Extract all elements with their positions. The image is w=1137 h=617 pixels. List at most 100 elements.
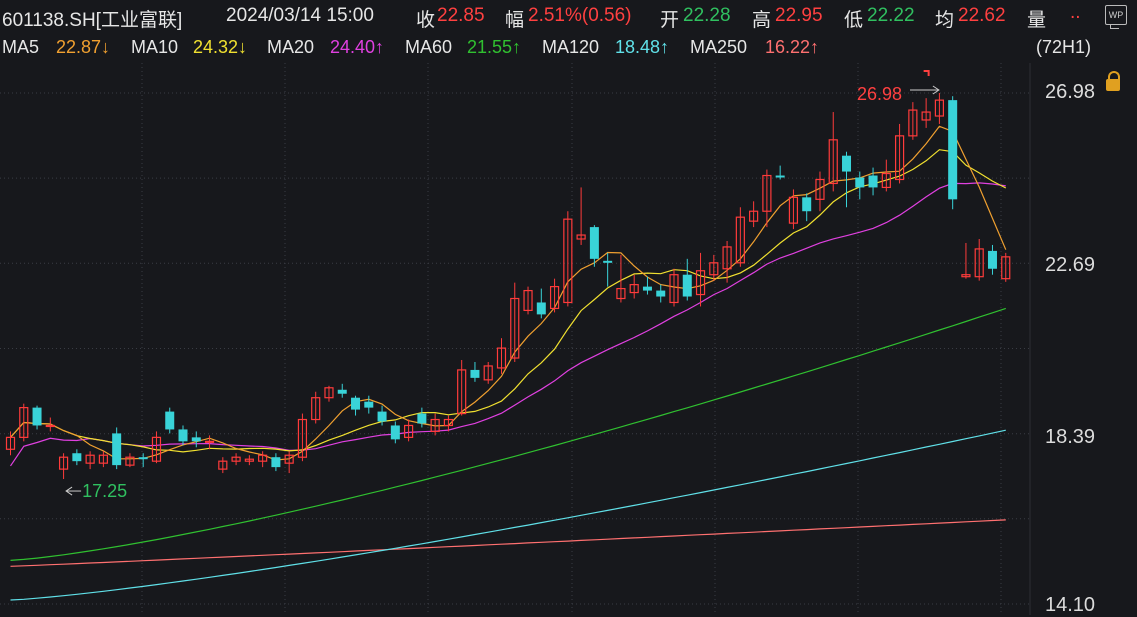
candle-up [258, 454, 268, 462]
candle-up [523, 289, 533, 312]
candle-down [802, 197, 812, 212]
candle-down [377, 411, 387, 422]
y-tick-label: 22.69 [1045, 254, 1096, 276]
avg-label: 均 [935, 10, 955, 31]
more-menu[interactable]: .. [1070, 2, 1081, 23]
candle-down [868, 175, 878, 188]
candle-up [709, 262, 719, 276]
wp-icon[interactable]: WP [1105, 5, 1127, 29]
low-label: 低 [844, 10, 864, 31]
candle-down [72, 453, 82, 462]
chart-grid [0, 63, 1031, 615]
lock-icon[interactable] [1106, 71, 1120, 91]
ma20-label: MA20 [267, 37, 315, 57]
candle-down [656, 290, 666, 297]
candle-down [842, 155, 852, 172]
candle-down [987, 250, 997, 269]
open-label: 开 [660, 10, 680, 31]
candle-up [616, 287, 626, 300]
candle-up [974, 248, 984, 278]
candle-up [218, 460, 228, 470]
ma10-value: 24.32↓ [193, 37, 248, 57]
low-annotation-label: 17.25 [82, 481, 127, 501]
candle-up [961, 274, 971, 278]
candle-up [297, 418, 308, 458]
candle-down [32, 407, 42, 426]
candle-up [510, 297, 520, 359]
avg-value: 22.62 [958, 5, 1006, 26]
volume-label: 量 [1027, 10, 1047, 31]
candle-down [682, 274, 692, 297]
y-tick-label: 18.39 [1045, 426, 1096, 448]
high-value: 22.95 [775, 5, 823, 26]
quote-datetime: 2024/03/14 15:00 [226, 5, 374, 26]
candle-down [589, 227, 599, 259]
candle-up [483, 365, 493, 381]
candle-up [762, 174, 772, 212]
low-value: 22.22 [867, 5, 915, 26]
candle-down [165, 411, 175, 430]
ma10-label: MA10 [131, 37, 179, 57]
candle-up [496, 347, 507, 369]
candlestick-chart[interactable]: 26.98 17.25 [0, 63, 1137, 615]
candle-down [271, 457, 281, 468]
high-label: 高 [752, 10, 772, 31]
candle-up [881, 172, 891, 189]
high-annotation-label: 26.98 [857, 84, 902, 104]
ma5-line [10, 125, 1007, 461]
candle-up [908, 109, 918, 137]
ma5-value: 22.87↓ [56, 37, 111, 57]
candle-up [98, 454, 108, 464]
candle-up [921, 111, 931, 121]
candles [5, 93, 1011, 480]
annotations: 26.98 17.25 [65, 70, 940, 501]
ma20-value: 24.40↑ [330, 37, 385, 57]
candle-down [470, 369, 480, 378]
period-label[interactable]: (72H1) [1036, 37, 1092, 57]
high-marker [923, 70, 930, 76]
candle-up [722, 246, 732, 270]
candle-down [775, 175, 785, 178]
candle-down [112, 433, 122, 466]
candle-up [894, 135, 905, 181]
y-tick-label: 26.98 [1045, 81, 1096, 103]
candle-down [603, 260, 613, 263]
ma-lines [10, 125, 1007, 601]
open-value: 22.28 [683, 5, 731, 26]
y-tick-label: 14.10 [1045, 594, 1096, 616]
candle-down [337, 389, 347, 394]
candle-up [815, 178, 825, 200]
candle-up [231, 456, 241, 462]
candle-up [443, 418, 454, 427]
ma-bar: MA5 22.87↓ MA10 24.32↓ MA20 24.40↑ MA60 … [0, 33, 1137, 91]
candle-up [629, 284, 639, 294]
candle-down [351, 397, 361, 410]
candle-up [45, 424, 55, 428]
candle-up [85, 454, 95, 464]
close-label: 收 [416, 10, 436, 31]
ma10-line [10, 149, 1007, 453]
ma120-value: 18.48↑ [615, 37, 670, 57]
candle-up [457, 369, 467, 415]
ma250-line [10, 519, 1006, 567]
candle-down [642, 286, 652, 291]
change-label: 幅 [505, 10, 525, 31]
candle-up [563, 218, 573, 304]
high-annotation-arrowhead [932, 85, 940, 95]
candle-up [204, 440, 215, 443]
candle-up [430, 418, 440, 433]
ma60-value: 21.55↑ [467, 37, 522, 57]
candle-up [1001, 256, 1011, 280]
candle-up [788, 196, 799, 224]
ma120-line [10, 429, 1006, 601]
candle-down [536, 302, 546, 315]
stock-code[interactable]: 601138.SH[工业富联] [2, 10, 183, 31]
ma5-label: MA5 [2, 37, 40, 57]
candle-up [5, 436, 16, 450]
quote-header: 601138.SH[工业富联] 2024/03/14 15:00 收 22.85… [0, 0, 1137, 32]
candle-down [138, 457, 148, 460]
low-annotation-arrowhead [65, 486, 73, 496]
candle-down [364, 401, 374, 408]
candle-up [576, 234, 586, 240]
candle-up [828, 139, 838, 185]
